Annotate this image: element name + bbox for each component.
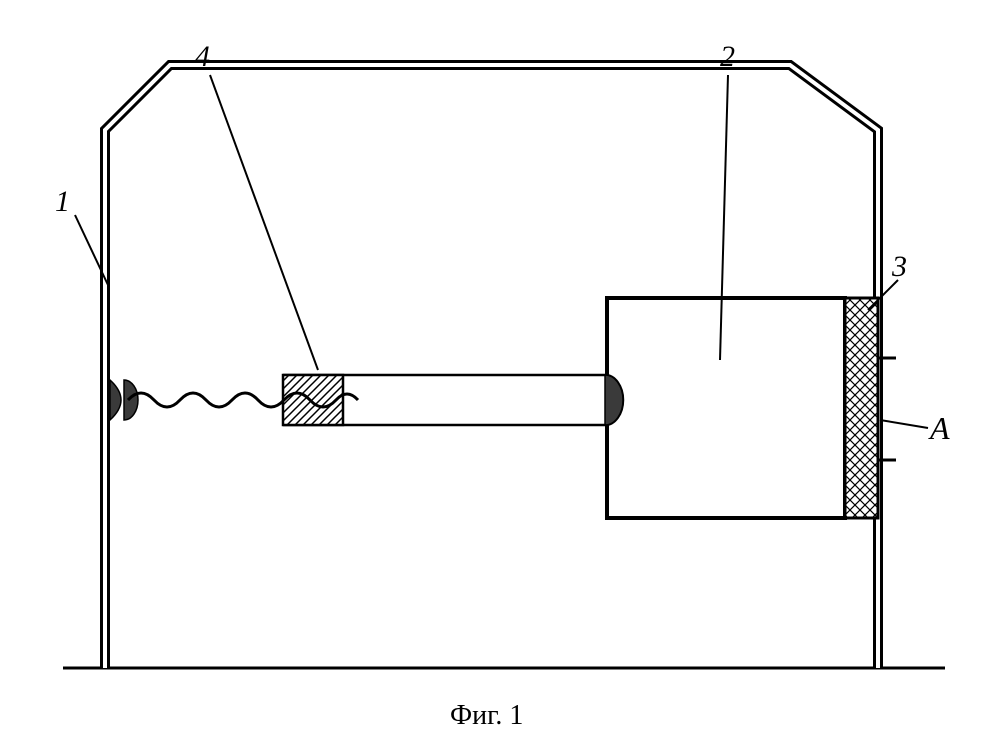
label-3: 3: [892, 250, 907, 284]
label-A: A: [930, 410, 950, 447]
figure-caption: Фиг. 1: [450, 700, 523, 732]
figure-canvas: 1 4 2 3 A Фиг. 1: [0, 0, 1000, 741]
leader-4: [210, 75, 318, 370]
label-1: 1: [55, 185, 70, 219]
label-4: 4: [195, 40, 210, 74]
wall-cap-left-shape: [110, 380, 121, 420]
wall-cap-left: [124, 380, 138, 420]
box-2: [607, 298, 845, 518]
diagram-svg: [0, 0, 1000, 741]
leader-A: [880, 420, 928, 428]
label-2: 2: [720, 40, 735, 74]
panel-3: [845, 298, 878, 518]
